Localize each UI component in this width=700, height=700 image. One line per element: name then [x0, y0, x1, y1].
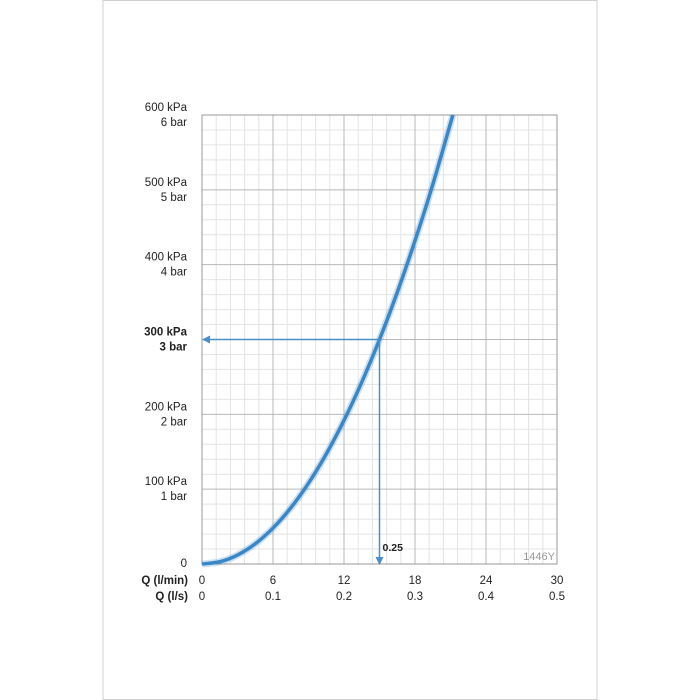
- x-tick-label: 30: [551, 575, 564, 587]
- y-tick-label: 200 kPa: [145, 401, 188, 413]
- y-tick-label: 400 kPa: [145, 252, 188, 264]
- x-tick-label: 18: [409, 575, 422, 587]
- y2-tick-label: 6 bar: [161, 117, 187, 129]
- x2-tick-label: 0.5: [549, 591, 565, 603]
- x-tick-label: 24: [480, 575, 493, 587]
- y2-tick-label: 5 bar: [161, 192, 187, 204]
- x-tick-label: 0: [199, 575, 205, 587]
- x2-tick-label: 0.3: [407, 591, 423, 603]
- y-tick-label: 300 kPa: [144, 327, 187, 339]
- code-label: 1446Y: [523, 551, 555, 563]
- y2-tick-label: 1 bar: [161, 491, 187, 503]
- curve: [201, 114, 455, 566]
- x-tick-label: 6: [270, 575, 276, 587]
- y2-tick-label: 4 bar: [161, 267, 187, 279]
- highlight-label: 0.25: [383, 542, 404, 554]
- x-tick-label: 12: [338, 575, 351, 587]
- y-tick-label: 100 kPa: [145, 476, 188, 488]
- x2-tick-label: 0: [199, 591, 205, 603]
- y-tick-label: 0: [181, 558, 187, 570]
- x2-tick-label: 0.2: [336, 591, 352, 603]
- x2-tick-label: 0.1: [265, 591, 281, 603]
- x-axis-label: Q (l/min): [141, 575, 188, 587]
- y2-tick-label: 3 bar: [160, 342, 188, 354]
- y-tick-label: 500 kPa: [145, 177, 188, 189]
- y-tick-label: 600 kPa: [145, 102, 188, 114]
- x2-axis-label: Q (l/s): [155, 591, 188, 603]
- y2-tick-label: 2 bar: [161, 416, 187, 428]
- x2-tick-label: 0.4: [478, 591, 495, 603]
